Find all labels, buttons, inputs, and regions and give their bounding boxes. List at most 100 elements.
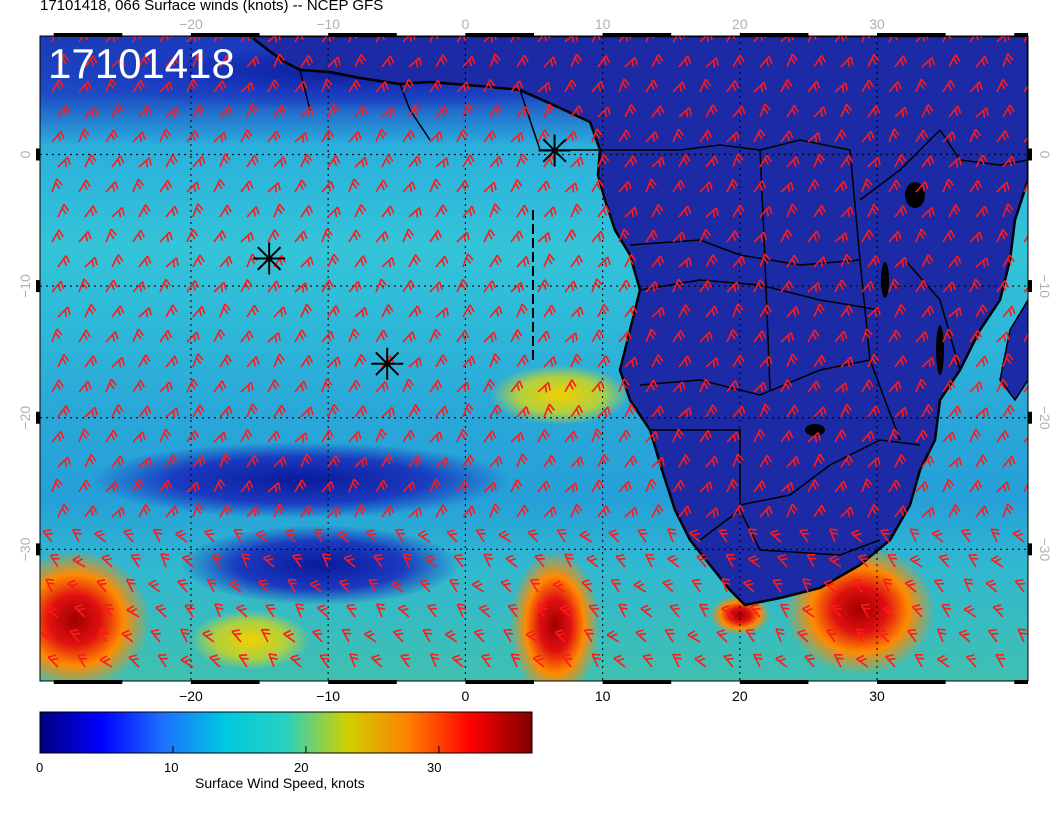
wind-barb: [462, 403, 474, 418]
wind-barb: [610, 579, 621, 593]
wind-barb: [165, 205, 179, 218]
wind-barb: [186, 228, 199, 243]
wind-barb: [867, 353, 880, 368]
wind-barb: [759, 253, 771, 268]
wind-barb: [564, 36, 578, 43]
wind-barb: [564, 379, 577, 393]
wind-barb: [543, 454, 557, 468]
wind-barb: [888, 278, 900, 293]
wind-barb: [165, 355, 179, 368]
wind-barb: [537, 180, 551, 193]
wind-barb: [192, 404, 205, 418]
wind-barb: [424, 554, 437, 568]
wind-barb: [101, 554, 113, 568]
lat-tick-label: −20: [1037, 406, 1053, 430]
lon-tick-label: 10: [595, 16, 611, 32]
wind-barb: [948, 354, 961, 368]
wind-barb: [435, 157, 449, 168]
wind-barb: [138, 255, 152, 268]
wind-barb: [159, 278, 172, 293]
wind-barb: [375, 81, 389, 93]
wind-barb: [327, 305, 341, 318]
wind-barb: [861, 130, 875, 143]
wind-barb: [489, 203, 501, 218]
wind-barb: [779, 603, 790, 618]
wind-barb: [429, 79, 443, 93]
wind-barb: [1023, 431, 1028, 443]
wind-barb: [705, 357, 719, 368]
wind-barb: [348, 430, 362, 443]
wind-barb: [429, 431, 443, 443]
wind-barb: [975, 355, 989, 368]
wind-barb: [705, 155, 719, 168]
wind-barb: [489, 503, 501, 518]
wind-barb: [745, 628, 756, 643]
wind-barb: [219, 105, 233, 118]
wind-barb: [753, 81, 767, 93]
wind-barb: [867, 405, 881, 418]
wind-barb: [57, 405, 71, 418]
frame-tick-bar: [1014, 680, 1028, 684]
wind-barb: [1023, 328, 1028, 343]
wind-barb: [138, 504, 151, 518]
wind-barb: [888, 230, 902, 243]
wind-barb: [856, 628, 866, 643]
wind-barb: [348, 229, 361, 243]
lon-tick-label: 30: [869, 688, 885, 704]
wind-barb: [987, 629, 999, 643]
wind-barb: [583, 629, 594, 643]
wind-barb: [564, 79, 577, 93]
land-madagascar: [999, 298, 1028, 402]
wind-barb: [213, 131, 227, 143]
wind-barb: [894, 406, 908, 418]
wind-barb: [672, 179, 686, 193]
wind-barb: [213, 478, 226, 493]
wind-barb: [219, 504, 232, 518]
wind-barb: [111, 206, 125, 218]
wind-barb: [909, 554, 923, 568]
wind-barb: [705, 254, 718, 268]
wind-barb: [834, 82, 848, 93]
wind-barb: [429, 328, 442, 343]
wind-barb: [321, 480, 335, 493]
wind-barb: [716, 629, 728, 643]
wind-barb: [570, 104, 584, 118]
wind-barb: [780, 181, 794, 193]
wind-barb: [887, 554, 898, 568]
wind-barb: [564, 182, 578, 193]
wind-barb: [564, 482, 578, 493]
wind-barb: [516, 153, 528, 168]
wind-barb: [483, 130, 497, 143]
wind-barb: [267, 482, 281, 493]
wind-barb: [273, 306, 287, 318]
wind-barb: [624, 155, 638, 168]
wind-barb: [451, 654, 464, 668]
wind-barb: [290, 654, 302, 668]
wind-barb: [996, 181, 1010, 193]
wind-barb: [105, 129, 118, 143]
wind-barb: [67, 579, 80, 593]
wind-barb: [462, 355, 476, 368]
wind-barb: [936, 628, 947, 643]
wind-barb: [192, 155, 206, 168]
jet-core-west: [40, 550, 150, 681]
wind-barb: [287, 578, 298, 593]
wind-barb: [213, 230, 227, 243]
wind-barb: [429, 229, 443, 243]
wind-barb: [1002, 305, 1016, 318]
wind-barb: [219, 255, 233, 268]
wind-barb: [914, 653, 925, 668]
wind-barb: [969, 231, 983, 243]
wind-barb: [348, 178, 360, 193]
wind-barb: [510, 281, 524, 293]
wind-barb: [159, 479, 173, 493]
wind-barb: [543, 206, 557, 218]
wind-barb: [597, 505, 611, 518]
wind-barb: [726, 281, 740, 293]
wind-barb: [429, 653, 440, 668]
wind-barb: [651, 105, 665, 118]
wind-barb: [753, 480, 767, 493]
wind-barb: [206, 578, 217, 593]
wind-barb: [294, 479, 307, 493]
wind-barb: [759, 55, 773, 68]
